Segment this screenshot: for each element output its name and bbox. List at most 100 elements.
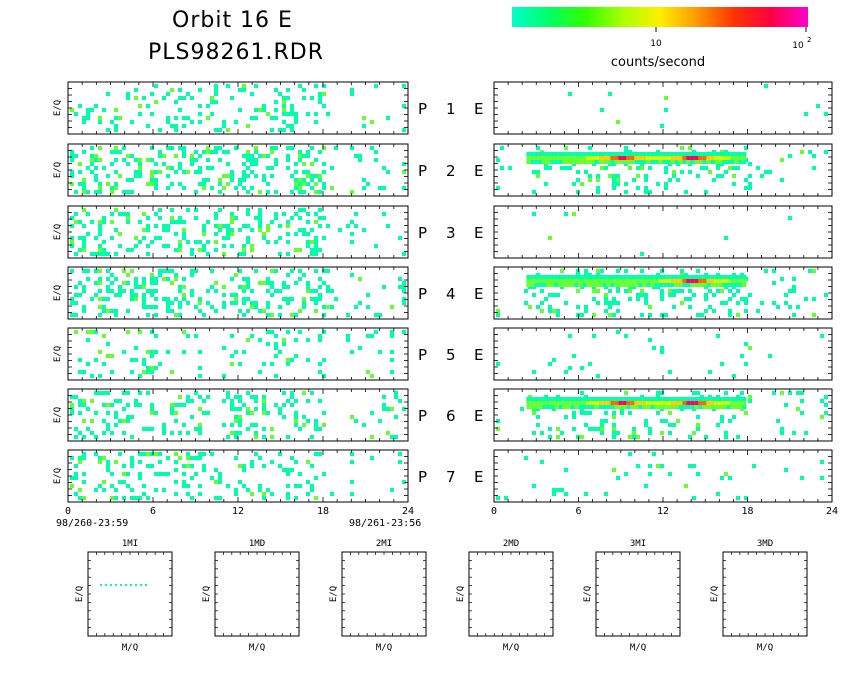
panel-right-row-6-cell	[564, 415, 568, 419]
panel-left-row-1-cell	[138, 104, 142, 108]
panel-left-row-2-cell	[302, 190, 306, 194]
panel-left-row-2-cell	[78, 162, 82, 166]
panel-right-row-4-cell	[672, 293, 676, 297]
panel-right-row-2-cell	[632, 178, 636, 182]
panel-left-row-3-cell	[138, 240, 142, 244]
panel-left-row-5-cell	[110, 354, 114, 358]
panel-left-row-6-cell	[126, 419, 130, 423]
panel-left-row-2-cell	[194, 170, 198, 174]
x-tick-label-left: 0	[65, 506, 71, 517]
panel-right-row-2-cell	[736, 166, 740, 170]
panel-right-row-2-band-cell	[706, 156, 711, 160]
panel-right-row-6-cell	[656, 391, 660, 395]
panel-left-row-4-cell	[134, 285, 138, 289]
panel-left-row-6-cell	[370, 435, 374, 439]
panel-right-row-6-cell	[724, 431, 728, 435]
panel-left-row-6-cell	[106, 423, 110, 427]
panel-right-row-2-band-cell	[722, 156, 727, 160]
panel-left-row-2-cell	[294, 182, 298, 186]
panel-left-row-2-cell	[150, 174, 154, 178]
panel-right-row-4-cell	[528, 305, 532, 309]
panel-right-row-2-cell	[768, 170, 772, 174]
panel-right-row-4-band-cell	[698, 275, 703, 279]
panel-left-row-2-cell	[154, 182, 158, 186]
panel-left-row-1-cell	[402, 128, 406, 132]
panel-right-row-2-band-cell	[670, 160, 675, 164]
panel-right-row-6-band-cell	[662, 397, 667, 401]
panel-right-row-4-band-cell	[558, 283, 563, 287]
panel-left-row-2-cell	[294, 186, 298, 190]
panel-left-row-4-cell	[134, 281, 138, 285]
panel-left-row-4-cell	[130, 297, 134, 301]
panel-right-row-6-cell	[780, 391, 784, 395]
panel-right-row-4-band-cell	[526, 283, 531, 287]
panel-right-row-6-band-cell	[554, 397, 559, 401]
panel-left-row-2-cell	[202, 182, 206, 186]
panel-left-row-4-cell	[238, 269, 242, 273]
panel-left-row-1-cell	[242, 88, 246, 92]
panel-left-row-1-cell	[154, 84, 158, 88]
panel-left-row-1-cell	[118, 116, 122, 120]
panel-right-row-7-cell	[752, 464, 756, 468]
panel-right-row-4-cell	[648, 313, 652, 317]
panel-right-row-4-band-cell	[578, 275, 583, 279]
panel-right-row-6-cell	[612, 423, 616, 427]
panel-left-row-4-cell	[74, 301, 78, 305]
panel-right-row-2-cell	[568, 166, 572, 170]
panel-right-row-6-band-cell	[542, 405, 547, 409]
panel-left-row-5-cell	[134, 346, 138, 350]
panel-left-row-2-cell	[242, 178, 246, 182]
panel-left-row-3-cell	[194, 208, 198, 212]
panel-right-row-1-cell	[824, 112, 828, 116]
panel-left-row-3-cell	[166, 228, 170, 232]
panel-left-row-3-cell	[78, 236, 82, 240]
panel-right-row-4-band-cell	[690, 279, 695, 283]
panel-left-row-3-cell	[266, 224, 270, 228]
panel-left-row-6-cell	[238, 399, 242, 403]
panel-right-row-1-cell	[664, 108, 668, 112]
panel-left-row-1-cell	[226, 128, 230, 132]
panel-left-row-4-cell	[246, 297, 250, 301]
panel-right-row-7-cell	[820, 476, 824, 480]
panel-left-row-2-cell	[126, 190, 130, 194]
panel-left-row-4-cell	[330, 305, 334, 309]
panel-left-row-7-cell	[198, 492, 202, 496]
panel-left-row-6-cell	[122, 419, 126, 423]
panel-left-row-5-cell	[346, 334, 350, 338]
panel-right-row-4-band-cell	[738, 279, 743, 283]
panel-right-row-4-band-cell	[646, 275, 651, 279]
panel-left-row-7-cell	[182, 484, 186, 488]
panel-right-row-4-cell	[804, 297, 808, 301]
panel-left-row-2-cell	[170, 146, 174, 150]
panel-left-row-2-cell	[254, 174, 258, 178]
panel-right-row-4-cell	[772, 281, 776, 285]
panel-left-row-1-cell	[98, 120, 102, 124]
panel-right-row-4-band-cell	[678, 283, 683, 287]
panel-right-row-4-cell	[676, 289, 680, 293]
panel-right-row-6-band-cell	[650, 405, 655, 409]
panel-right-row-2-cell	[684, 190, 688, 194]
panel-right-row-4-band-cell	[654, 279, 659, 283]
panel-left-row-4-cell	[242, 277, 246, 281]
panel-right-row-1-cell	[664, 96, 668, 100]
panel-right-row-6-band-cell	[590, 405, 595, 409]
panel-left-row-6-cell	[290, 395, 294, 399]
panel-left-row-2-cell	[402, 162, 406, 166]
panel-left-row-7-cell	[138, 476, 142, 480]
panel-left-row-2-cell	[174, 170, 178, 174]
panel-right-row-6-band-cell	[538, 401, 543, 405]
panel-right-row-7-cell	[648, 464, 652, 468]
panel-left-row-3-cell	[154, 212, 158, 216]
panel-left-row-7-cell	[318, 452, 322, 456]
panel-right-row-6-cell	[732, 415, 736, 419]
panel-right-row-4-band-cell	[702, 279, 707, 283]
panel-right-row-2-cell	[636, 166, 640, 170]
panel-left-row-3-cell	[142, 228, 146, 232]
panel-right-row-2-band-cell	[582, 156, 587, 160]
panel-right-row-6-cell	[628, 411, 632, 415]
panel-left-row-2-cell	[322, 182, 326, 186]
panel-left-row-4-cell	[322, 313, 326, 317]
panel-right-row-2-band-cell	[590, 156, 595, 160]
panel-right-row-4-band-cell	[578, 279, 583, 283]
